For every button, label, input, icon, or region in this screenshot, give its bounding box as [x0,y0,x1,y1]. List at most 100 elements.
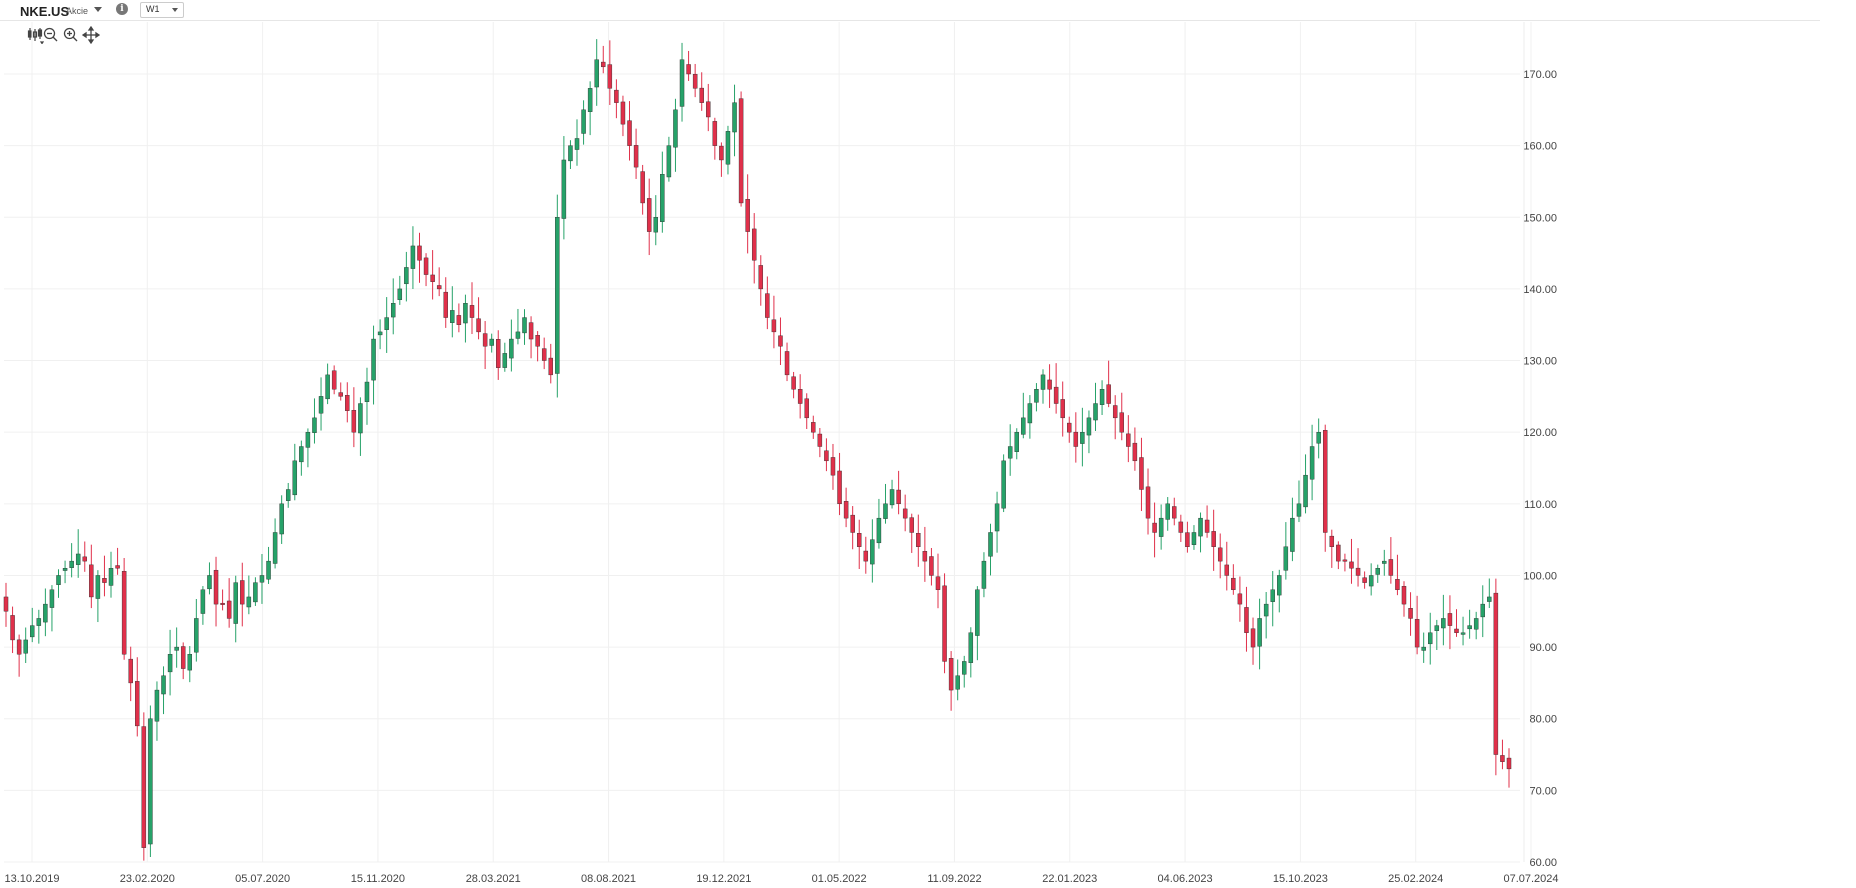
crosshair-icon[interactable] [81,25,101,45]
candle-body [1434,625,1440,631]
candle [1414,595,1420,655]
zoom-out-icon[interactable] [42,26,60,44]
candle-body [89,564,94,598]
y-tick-label: 110.00 [1524,499,1557,511]
candle-body [541,348,547,361]
candle [351,387,357,448]
candle-body [338,392,343,397]
symbol-dropdown-icon[interactable] [94,7,102,12]
interval-select[interactable]: W1 [140,2,184,18]
candle [30,607,35,643]
candle-body [1250,628,1256,648]
candle [522,309,527,345]
candle [187,646,193,683]
candle-body [522,317,527,334]
candle-body [364,381,370,402]
candle [141,712,147,861]
candle-body [476,318,481,333]
y-tick-label: 140.00 [1523,284,1557,296]
y-tick-label: 100.00 [1523,570,1557,582]
candle [1007,424,1013,476]
candle-style-icon[interactable] [26,26,45,45]
candle-body [751,228,757,261]
y-tick-label: 130.00 [1523,356,1557,368]
candle-body [397,288,403,300]
candle [751,213,757,284]
candle-body [620,101,626,125]
candle-body [463,303,468,324]
candle-body [509,338,514,359]
candle [561,136,567,240]
candle-body [345,395,350,411]
candle-body [975,589,980,636]
candle-body [1067,422,1072,433]
candle [981,552,987,598]
candle [299,440,304,476]
candle [3,582,9,627]
candle-body [489,338,494,346]
candle [476,297,481,340]
candle [1172,497,1177,526]
candle [1441,594,1446,646]
candle-body [633,145,639,168]
candle-body [758,265,764,290]
candle-body [1204,519,1210,533]
candle [325,363,330,405]
candle [1021,392,1026,439]
candle-body [318,396,324,414]
candle [246,575,252,615]
candle-body [732,102,737,133]
candle-body [850,514,855,533]
candle [1388,537,1394,584]
candle-body [1441,618,1446,629]
candle [515,308,521,345]
candle-body [1283,546,1289,571]
candle [633,128,639,179]
candle [699,72,704,111]
candle-body [856,533,862,547]
candle [23,627,28,663]
candle-body [10,615,15,641]
candle-body [285,489,291,501]
candle-body [1336,544,1341,562]
candle [436,267,442,297]
candle [968,627,974,678]
candle-body [824,450,829,462]
candle [384,297,389,353]
candle-body [555,217,560,374]
candle [1244,586,1249,652]
symbol-label[interactable]: NKE.US [20,4,70,19]
candle [975,586,980,661]
candle-body [1388,559,1394,576]
candle-body [1395,579,1400,590]
x-tick-label: 15.10.2023 [1273,873,1328,885]
candle [36,609,42,644]
candle-body [266,560,271,580]
candle-body [456,315,462,325]
candle-body [561,159,567,219]
candle [962,655,967,688]
candle [607,40,613,106]
candle [541,337,547,370]
candle [666,136,672,182]
candle [948,651,954,711]
candle-body [436,285,442,290]
candle-body [1211,531,1216,547]
candle [1080,407,1085,467]
candle [1014,428,1019,460]
candle-body [161,675,166,695]
candle-body [935,576,941,590]
candle-body [292,460,298,496]
candles [3,39,1512,861]
candle [496,330,501,380]
candle-body [1231,577,1236,590]
candle-body [870,539,875,565]
candle [771,295,777,349]
candle-body [1506,757,1512,770]
candle-body [948,658,954,691]
candle-body [417,245,422,261]
candle [121,557,127,660]
zoom-in-icon[interactable] [62,26,80,44]
info-icon[interactable]: i [116,3,128,15]
